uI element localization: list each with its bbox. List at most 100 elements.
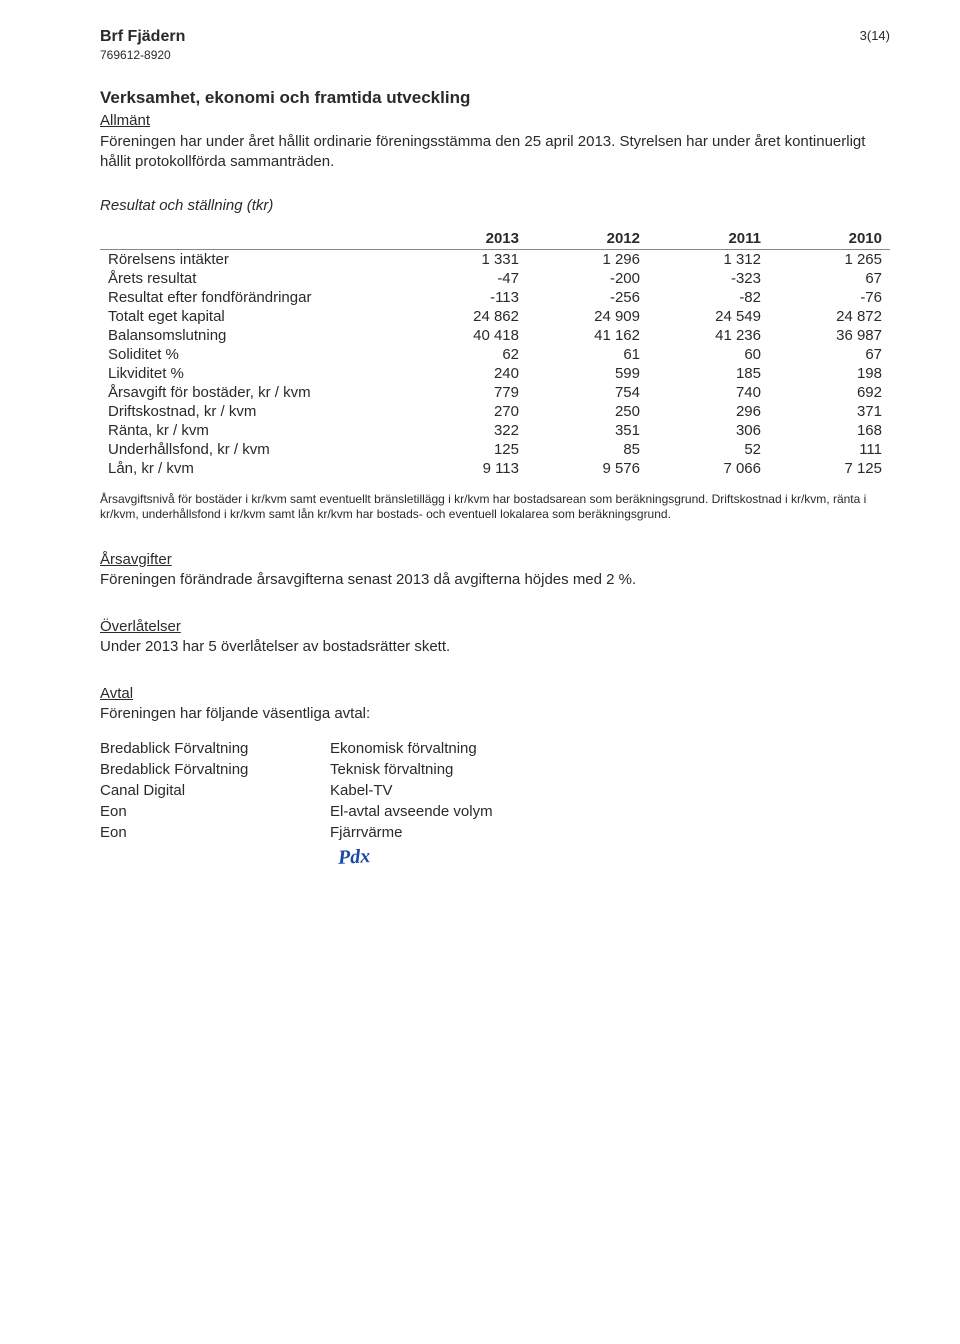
table-row-label: Totalt eget kapital [100,307,406,326]
table-cell: 1 331 [406,249,527,269]
table-cell: 270 [406,402,527,421]
avtal-service: El-avtal avseende volym [330,801,890,822]
table-cell: 41 236 [648,326,769,345]
org-name: Brf Fjädern [100,28,185,46]
table-row-label: Soliditet % [100,345,406,364]
table-cell: 296 [648,402,769,421]
table-header-row: 2013 2012 2011 2010 [100,228,890,250]
table-footnote: Årsavgiftsnivå för bostäder i kr/kvm sam… [100,492,890,523]
avtal-service: Fjärrvärme [330,822,890,843]
table-cell: 740 [648,383,769,402]
avtal-list: Bredablick FörvaltningEkonomisk förvaltn… [100,738,890,871]
table-row: Likviditet %240599185198 [100,364,890,383]
table-cell: 24 549 [648,307,769,326]
table-cell: 240 [406,364,527,383]
table-header-col: 2010 [769,228,890,250]
table-header-col: 2012 [527,228,648,250]
table-cell: 62 [406,345,527,364]
table-cell: 7 066 [648,459,769,478]
table-cell: 754 [527,383,648,402]
avtal-row: Bredablick FörvaltningEkonomisk förvaltn… [100,738,890,759]
table-row: Totalt eget kapital24 86224 90924 54924 … [100,307,890,326]
avtal-service: Kabel-TV [330,780,890,801]
table-cell: 85 [527,440,648,459]
table-row: Lån, kr / kvm9 1139 5767 0667 125 [100,459,890,478]
table-cell: 125 [406,440,527,459]
allmant-text: Föreningen har under året hållit ordinar… [100,132,890,173]
table-cell: 250 [527,402,648,421]
table-cell: 322 [406,421,527,440]
avtal-row: Canal DigitalKabel-TV [100,780,890,801]
table-cell: 1 312 [648,249,769,269]
table-cell: -76 [769,288,890,307]
table-cell: 67 [769,345,890,364]
avtal-provider: Canal Digital [100,780,330,801]
table-cell: 371 [769,402,890,421]
table-header-col: 2013 [406,228,527,250]
avtal-row: Bredablick FörvaltningTeknisk förvaltnin… [100,759,890,780]
avtal-service: Ekonomisk förvaltning [330,738,890,759]
table-cell: -113 [406,288,527,307]
table-cell: 1 265 [769,249,890,269]
avtal-intro: Föreningen har följande väsentliga avtal… [100,704,890,724]
avtal-heading: Avtal [100,685,890,702]
table-row: Soliditet %62616067 [100,345,890,364]
table-cell: 24 909 [527,307,648,326]
arsavgifter-text: Föreningen förändrade årsavgifterna sena… [100,570,890,590]
allmant-heading: Allmänt [100,112,890,129]
table-row-label: Balansomslutning [100,326,406,345]
table-header-col: 2011 [648,228,769,250]
table-row: Underhållsfond, kr / kvm1258552111 [100,440,890,459]
avtal-provider: Eon [100,822,330,843]
avtal-provider: Bredablick Förvaltning [100,738,330,759]
table-cell: 779 [406,383,527,402]
table-row-label: Årets resultat [100,269,406,288]
table-cell: 67 [769,269,890,288]
results-table: 2013 2012 2011 2010 Rörelsens intäkter1 … [100,228,890,478]
table-cell: 351 [527,421,648,440]
table-cell: -47 [406,269,527,288]
table-row-label: Lån, kr / kvm [100,459,406,478]
avtal-service: Teknisk förvaltning [330,759,890,780]
table-cell: 168 [769,421,890,440]
table-cell: -256 [527,288,648,307]
signature-row: Pdx [100,843,890,871]
table-row-label: Ränta, kr / kvm [100,421,406,440]
table-row-label: Årsavgift för bostäder, kr / kvm [100,383,406,402]
avtal-row: EonEl-avtal avseende volym [100,801,890,822]
main-title: Verksamhet, ekonomi och framtida utveckl… [100,88,890,108]
table-cell: -200 [527,269,648,288]
table-row: Driftskostnad, kr / kvm270250296371 [100,402,890,421]
table-row: Resultat efter fondförändringar-113-256-… [100,288,890,307]
resultat-heading: Resultat och ställning (tkr) [100,197,890,214]
avtal-provider: Bredablick Förvaltning [100,759,330,780]
table-cell: 36 987 [769,326,890,345]
table-cell: 9 113 [406,459,527,478]
table-cell: 52 [648,440,769,459]
table-cell: -323 [648,269,769,288]
table-cell: 185 [648,364,769,383]
page-number: 3(14) [860,28,890,43]
overlatelser-heading: Överlåtelser [100,618,890,635]
table-cell: 7 125 [769,459,890,478]
avtal-provider: Eon [100,801,330,822]
table-cell: 306 [648,421,769,440]
signature-mark: Pdx [337,843,371,873]
table-cell: 599 [527,364,648,383]
table-cell: 60 [648,345,769,364]
signature-cell: Pdx [330,843,890,871]
table-row: Ränta, kr / kvm322351306168 [100,421,890,440]
arsavgifter-heading: Årsavgifter [100,551,890,568]
table-cell: 9 576 [527,459,648,478]
table-cell: -82 [648,288,769,307]
table-cell: 41 162 [527,326,648,345]
table-row: Årets resultat-47-200-32367 [100,269,890,288]
table-cell: 24 872 [769,307,890,326]
table-row-label: Resultat efter fondförändringar [100,288,406,307]
table-header-empty [100,228,406,250]
table-row-label: Rörelsens intäkter [100,249,406,269]
avtal-row: EonFjärrvärme [100,822,890,843]
table-cell: 24 862 [406,307,527,326]
table-row-label: Driftskostnad, kr / kvm [100,402,406,421]
overlatelser-text: Under 2013 har 5 överlåtelser av bostads… [100,637,890,657]
